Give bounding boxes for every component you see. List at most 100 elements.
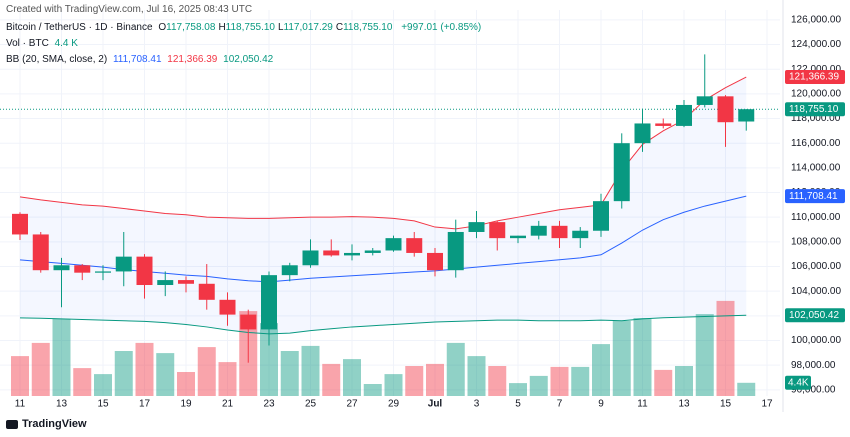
volume-bar	[260, 323, 278, 396]
volume-bar	[467, 356, 486, 396]
watermark: Created with TradingView.com, Jul 16, 20…	[6, 4, 253, 15]
candle-body	[198, 283, 215, 300]
bb-value: 121,366.39	[167, 54, 218, 65]
candle-body	[53, 265, 70, 271]
volume-bar	[654, 369, 673, 396]
candle-body	[489, 222, 506, 239]
vol-value: 4.4 K	[54, 38, 78, 49]
y-tick-label: 104,000.00	[791, 286, 841, 297]
x-tick-label: 15	[97, 399, 109, 410]
candle-body	[655, 123, 672, 126]
footer-logo: TradingView	[22, 418, 87, 430]
last-price-tag-bg	[785, 102, 845, 117]
candle-body	[136, 256, 153, 286]
candle-body	[12, 213, 28, 235]
candle-body	[530, 225, 547, 236]
x-tick-label: 9	[598, 399, 604, 410]
candle-body	[572, 230, 589, 239]
volume-bar	[52, 318, 71, 396]
x-tick-label: 23	[263, 399, 275, 410]
x-tick-label: 29	[388, 399, 400, 410]
volume-bar	[550, 366, 569, 396]
candle-body	[676, 104, 692, 126]
volume-bar	[322, 363, 341, 396]
bb-price-tag: 121,366.39	[785, 70, 845, 85]
x-tick-label: 5	[515, 399, 521, 410]
vol-label: Vol · BTC	[6, 38, 49, 49]
volume-bar	[675, 366, 693, 396]
volume-bar	[384, 374, 403, 396]
volume-bar	[11, 356, 29, 396]
x-tick-label: 19	[180, 399, 192, 410]
ohlc-key: H	[218, 22, 226, 33]
volume-bar	[716, 300, 735, 396]
ohlc-value: 117,758.08	[166, 22, 216, 33]
volume-bar	[509, 383, 527, 396]
volume-bar	[280, 351, 299, 396]
ohlc-value: 118,755.10	[225, 22, 275, 33]
bb-price-tag-bg	[785, 189, 845, 204]
volume-bar	[737, 382, 756, 396]
last-price-tag: 118,755.10	[785, 102, 845, 117]
y-tick-label: 118,000.00	[791, 113, 841, 124]
candle-body	[696, 96, 713, 105]
ohlc-key: O	[158, 22, 167, 33]
x-tick-label: 27	[346, 399, 358, 410]
candle-body	[634, 123, 651, 144]
bb-price-tag: 111,708.41	[785, 189, 845, 204]
candle-body	[178, 280, 194, 284]
ohlc-value: 118,755.10	[343, 22, 393, 33]
candle-body	[219, 299, 236, 315]
volume-tag-bg	[785, 375, 811, 390]
x-tick-label: 21	[222, 399, 234, 410]
volume-bar	[177, 372, 195, 396]
y-tick-label: 110,000.00	[791, 212, 841, 223]
volume-bar	[405, 366, 424, 396]
y-tick-label: 124,000.00	[791, 39, 841, 50]
ohlc: O117,758.08 H118,755.10 L117,017.29 C118,75…	[158, 22, 395, 33]
candle-body	[427, 252, 443, 271]
bb-price-tag-bg	[785, 70, 845, 85]
bb-price-tag: 102,050.42	[785, 308, 845, 323]
candle-body	[261, 275, 277, 330]
volume-bar	[488, 366, 507, 396]
candle-body	[240, 314, 257, 330]
y-tick-label: 96,000.00	[791, 384, 836, 395]
y-tick-label: 122,000.00	[791, 64, 841, 75]
volume-bar	[592, 344, 610, 396]
ohlc-key: C	[335, 22, 344, 33]
volume-bar	[94, 374, 112, 396]
y-tick-label: 126,000.00	[791, 15, 841, 26]
candle-body	[510, 235, 526, 239]
candle-body	[74, 265, 91, 273]
candle-body	[717, 96, 734, 123]
y-tick-label: 106,000.00	[791, 261, 841, 272]
bb-value: 102,050.42	[223, 54, 274, 65]
volume-bar	[343, 359, 361, 396]
change: +997.01 (+0.85%)	[401, 22, 482, 33]
ohlc-value: 117,017.29	[283, 22, 333, 33]
bb-price-tag-text: 102,050.42	[789, 310, 839, 321]
bb-band-fill	[20, 77, 747, 334]
y-tick-label: 120,000.00	[791, 89, 841, 100]
symbol-legend: Bitcoin / TetherUS · 1D · Binance O117,7…	[6, 22, 484, 33]
candle-body	[385, 238, 402, 251]
x-tick-label: 17	[139, 399, 151, 410]
volume-bar	[73, 368, 92, 396]
bb-line	[19, 314, 747, 335]
candle-body	[281, 265, 298, 276]
volume-bar	[114, 351, 133, 396]
x-tick-label: 25	[305, 399, 317, 410]
candle-body	[406, 238, 423, 253]
volume-bar	[426, 363, 444, 396]
candle-body	[447, 231, 464, 271]
candle-body	[593, 201, 609, 231]
volume-bar	[301, 345, 320, 396]
candle-body	[613, 143, 630, 202]
volume-bar	[695, 314, 714, 396]
candle-body	[115, 256, 132, 272]
candle-body	[323, 250, 340, 256]
logo-icon	[6, 420, 18, 429]
